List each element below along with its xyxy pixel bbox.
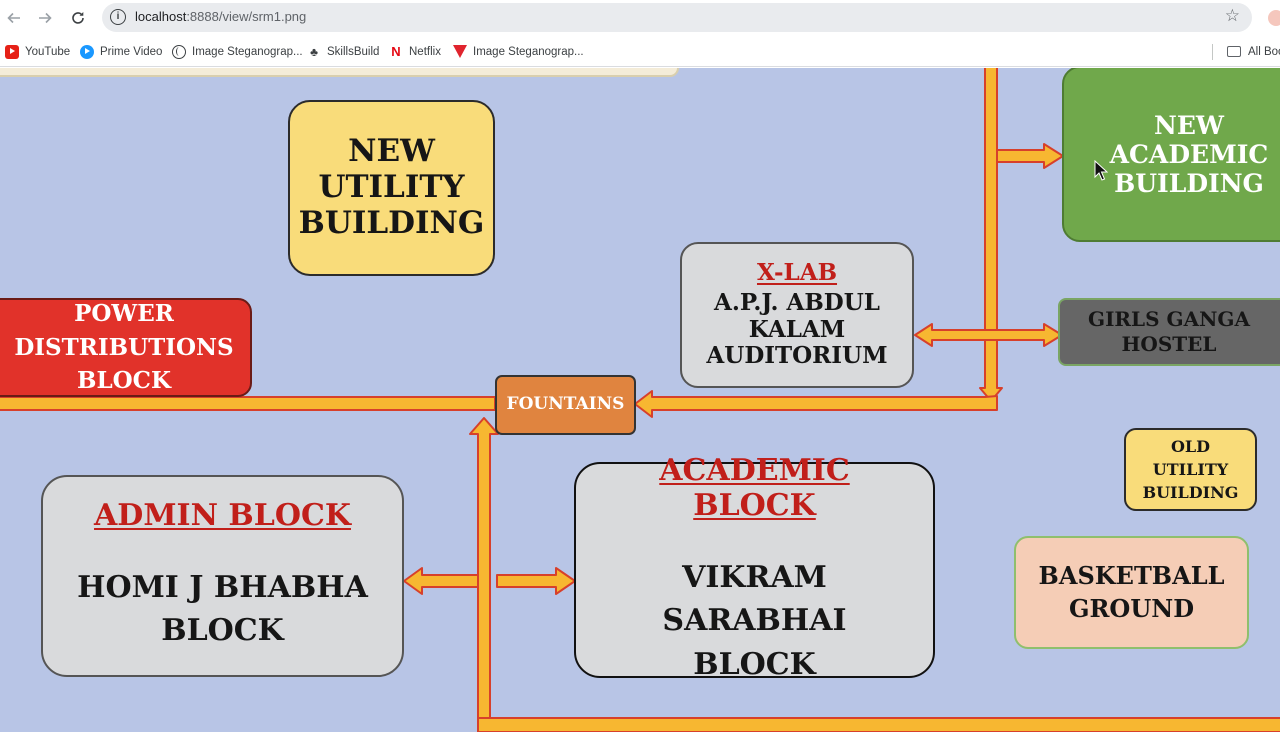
central-vertical-road [469,417,499,724]
bookmark-prime-video[interactable]: Prime Video [80,43,162,60]
new-utility-label: NEW UTILITY BUILDING [298,133,485,241]
folder-icon [1227,46,1241,57]
right-vertical-road [979,68,1003,402]
reload-icon [72,12,84,24]
basketball-ground: BASKETBALL GROUND [1014,536,1249,649]
mouse-cursor-icon [1094,160,1108,181]
fountains: FOUNTAINS [495,375,636,435]
power-block-label: POWER DISTRIBUTIONS BLOCK [14,300,234,395]
new-academic-building: NEW ACADEMIC BUILDING [1062,68,1280,242]
browser-toolbar: i localhost:8888/view/srm1.png ☆ [0,0,1280,36]
arrow-to-new-academic [996,143,1064,169]
power-distributions-block: POWER DISTRIBUTIONS BLOCK [0,298,252,397]
back-arrow-icon [7,12,20,24]
new-academic-label: NEW ACADEMIC BUILDING [1109,110,1269,198]
prime-video-icon [80,44,94,59]
globe-icon [172,44,186,59]
road-to-power-block [0,396,496,411]
back-button[interactable] [3,7,25,29]
bookmark-star-icon[interactable]: ☆ [1224,6,1240,25]
vikram-sarabhai-label: VIKRAM SARABHAI BLOCK [662,559,847,682]
map-image-viewport: NEW UTILITY BUILDING NEW ACADEMIC BUILDI… [0,68,1280,732]
address-bar[interactable]: i localhost:8888/view/srm1.png ☆ [102,3,1252,32]
new-utility-building: NEW UTILITY BUILDING [288,100,495,276]
bookmarks-bar: YouTube Prime Video Image Steganograp...… [0,36,1280,67]
bookmark-youtube[interactable]: YouTube [5,43,70,60]
girls-hostel-label: GIRLS GANGA HOSTEL [1087,307,1250,356]
arrow-to-academic-block [496,567,576,595]
xlab-auditorium-label: A.P.J. ABDUL KALAM AUDITORIUM [706,288,888,370]
skillsbuild-icon: ♣ [310,44,318,59]
site-info-icon[interactable]: i [110,9,126,25]
bookmark-netflix[interactable]: N Netflix [389,43,441,60]
reload-button[interactable] [67,7,89,29]
steg-v-icon [453,45,467,58]
academic-block-title: ACADEMIC BLOCK [659,452,850,523]
academic-block: ACADEMIC BLOCK VIKRAM SARABHAI BLOCK [574,453,935,682]
xlab-auditorium-block: X-LAB A.P.J. ABDUL KALAM AUDITORIUM [680,242,914,388]
netflix-icon: N [391,43,401,59]
old-utility-building: OLD UTILITY BUILDING [1124,428,1257,511]
girls-ganga-hostel: GIRLS GANGA HOSTEL [1058,298,1280,366]
bookmark-image-steganography-2[interactable]: Image Steganograp... [453,43,584,60]
url-text[interactable]: localhost:8888/view/srm1.png [135,9,307,24]
homi-bhabha-label: HOMI J BHABHA BLOCK [77,569,368,649]
old-utility-label: OLD UTILITY BUILDING [1142,436,1239,503]
bookmarks-separator [1212,44,1213,60]
road-to-fountains [634,390,998,418]
xlab-title: X-LAB [756,259,838,287]
profile-avatar[interactable] [1268,10,1280,26]
forward-button[interactable] [34,7,56,29]
bookmark-image-steganography-1[interactable]: Image Steganograp... [172,43,303,60]
cropped-top-shape [0,68,679,77]
youtube-icon [5,44,19,59]
path-arrows [0,68,1280,732]
admin-block-title: ADMIN BLOCK [94,498,351,534]
fountains-label: FOUNTAINS [506,394,625,415]
bottom-road [477,717,1280,732]
bookmark-skillsbuild[interactable]: ♣ SkillsBuild [307,43,379,60]
forward-arrow-icon [39,12,52,24]
admin-block: ADMIN BLOCK HOMI J BHABHA BLOCK [41,475,404,677]
arrow-to-admin-block [403,567,479,595]
basketball-label: BASKETBALL GROUND [1038,561,1225,623]
all-bookmarks-button[interactable]: All Boo [1227,43,1280,60]
